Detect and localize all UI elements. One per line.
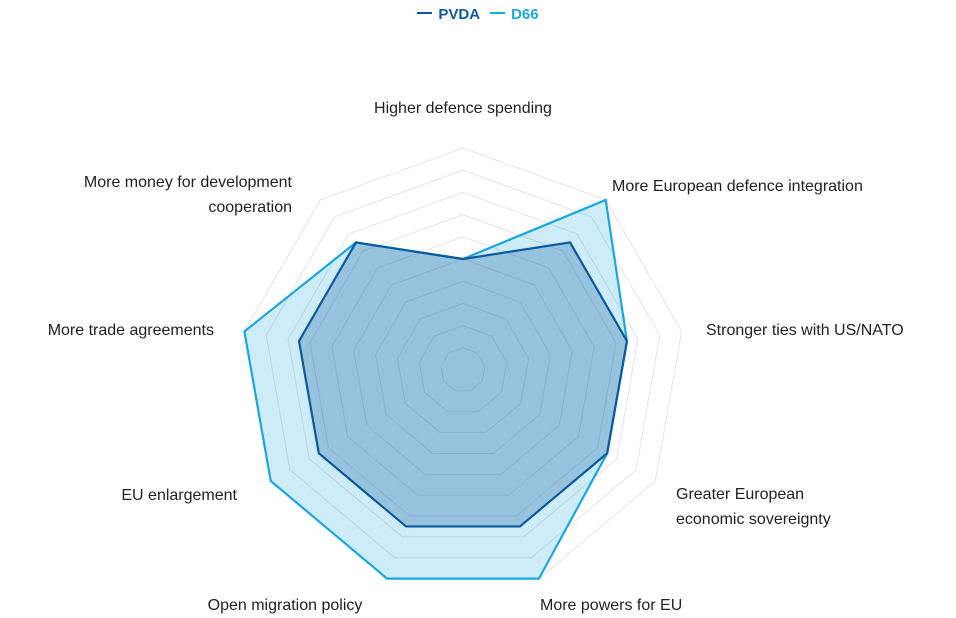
legend-label: D66	[511, 6, 539, 23]
grid-ring	[418, 325, 508, 413]
grid-ring	[353, 258, 573, 475]
axis-label: More powers for EU	[540, 597, 683, 614]
grid-ring	[309, 214, 617, 517]
axis-label: Stronger ties with US/NATO	[706, 322, 904, 339]
axis-label: Open migration policy	[207, 597, 363, 614]
legend-swatch	[417, 12, 433, 15]
grid-ring	[265, 169, 661, 559]
grid-ring	[396, 302, 530, 434]
legend-swatch	[490, 12, 506, 15]
grid-ring	[331, 236, 595, 496]
axis-label: More money for development cooperation	[83, 174, 292, 216]
grid-ring	[287, 191, 639, 538]
grid-ring	[440, 347, 486, 392]
axis-label: EU enlargement	[121, 487, 237, 504]
axis-label: Higher defence spending	[374, 100, 552, 117]
legend-label: PVDA	[438, 6, 481, 23]
axis-label: Greater European economic sovereignty	[676, 486, 831, 528]
axis-label: More trade agreements	[47, 322, 214, 339]
series-area	[243, 198, 629, 580]
legend-item: PVDA	[417, 6, 480, 23]
legend: PVDA D66	[0, 6, 956, 23]
legend-item: D66	[490, 6, 539, 23]
series-area	[297, 241, 629, 528]
axis-label: More European defence integration	[612, 178, 863, 195]
grid-ring	[375, 280, 551, 454]
